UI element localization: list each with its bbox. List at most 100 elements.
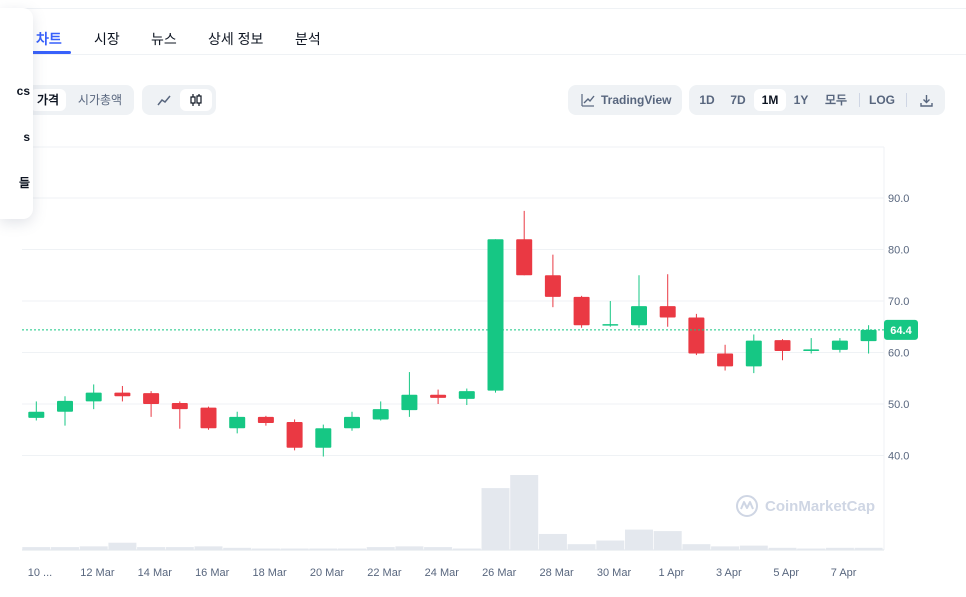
candle-body [717,353,734,367]
candle [114,385,131,402]
candle-body [659,306,676,318]
candle-body [774,340,791,351]
candle [803,338,820,354]
candle [631,275,647,328]
candlestick-button[interactable] [180,89,212,111]
y-tick-label: 50.0 [888,399,909,411]
side-popup-menu: cs s 들 [0,8,33,219]
price-tag [884,319,918,340]
x-tick-label: 26 Mar [482,567,517,579]
volume-bar [797,548,826,550]
candle-body [745,340,762,367]
candle-body [631,306,647,326]
active-tab-indicator [31,51,71,54]
volume-bar [596,540,625,550]
range-divider-2 [906,93,907,107]
candlestick-icon [190,94,202,106]
range-1d[interactable]: 1D [699,93,715,107]
candle [717,344,734,371]
download-icon [919,95,933,107]
popup-item-2[interactable]: s [23,130,30,144]
candle-body [171,402,188,410]
candle-body [544,275,561,297]
candle-body [487,239,504,391]
volume-bar [251,548,280,550]
candle [860,325,877,354]
candle [257,415,274,426]
x-tick-label: 5 Apr [773,567,799,579]
tab-analysis[interactable]: 분석 [295,31,321,47]
volume-bar [395,546,424,550]
candle-body [401,394,418,411]
coinmarketcap-watermark: CoinMarketCap [736,495,875,517]
candle-body [344,416,360,429]
candle [487,239,504,393]
candles [28,210,877,457]
watermark-text: CoinMarketCap [765,498,875,515]
x-tick-label: 16 Mar [195,567,230,579]
current-price-line: 64.4 [22,319,918,340]
range-1m[interactable]: 1M [754,89,786,111]
price-chart[interactable]: CoinMarketCap 64.4 40.0 50.0 60.0 70.0 80.0 9… [0,140,966,597]
volume-bar [51,547,79,550]
candle [372,401,389,421]
candle-body [57,400,73,412]
y-axis: 40.0 50.0 60.0 70.0 80.0 90.0 [888,193,909,463]
candle [831,338,848,353]
range-all[interactable]: 모두 [824,93,848,107]
download-button[interactable] [913,89,939,111]
volume-bar [223,547,252,550]
candle-body [257,416,274,424]
candle [602,301,619,327]
range-7d[interactable]: 7D [730,93,746,107]
volume-bar [424,547,453,550]
candle-body [831,340,848,350]
y-tick-label: 80.0 [888,245,909,257]
log-scale-button[interactable]: LOG [869,93,895,107]
y-tick-label: 60.0 [888,348,909,360]
candle-body [85,392,102,402]
candle [430,389,447,404]
tab-markets[interactable]: 시장 [94,31,120,47]
candle [57,396,73,426]
candle [229,411,246,434]
volume-bar [452,548,481,550]
volume-bar [567,544,596,550]
x-tick-label: 24 Mar [425,567,460,579]
y-tick-label: 40.0 [888,451,909,463]
candle [143,391,160,417]
line-chart-button[interactable] [148,89,180,111]
tab-details[interactable]: 상세 정보 [208,31,264,47]
x-tick-label: 30 Mar [597,567,632,579]
x-axis: 10 ... 12 Mar 14 Mar 16 Mar 18 Mar 20 Mar 22 M… [28,567,857,579]
volume-bar [538,533,567,550]
candle [573,295,590,328]
volume-bar [825,547,854,550]
x-tick-label: 10 ... [28,567,52,579]
volume-bar [854,547,883,550]
tradingview-button[interactable]: TradingView [568,85,682,115]
volume-bar [165,547,194,550]
candle [85,384,102,410]
volume-bar [768,547,797,550]
popup-item-1[interactable]: cs [16,84,30,98]
volume-bar [739,545,768,550]
candle [659,274,676,327]
price-tab[interactable]: 가격 [30,89,66,111]
trend-chart-icon [581,94,595,107]
candle [774,339,791,361]
range-1y[interactable]: 1Y [793,93,809,107]
volume-bar [79,546,108,550]
candle-body [143,393,160,404]
tab-chart[interactable]: 차트 [36,31,62,47]
volume-bar [309,548,338,550]
tab-news[interactable]: 뉴스 [151,31,177,47]
volume-bar [510,475,539,550]
candle-body [458,391,475,399]
candle [171,401,188,429]
candle-body [200,407,217,429]
x-tick-label: 14 Mar [138,567,173,579]
x-tick-label: 18 Mar [252,567,287,579]
popup-item-3[interactable]: 들 [18,176,30,190]
market-cap-tab[interactable]: 시가총액 [77,93,123,107]
